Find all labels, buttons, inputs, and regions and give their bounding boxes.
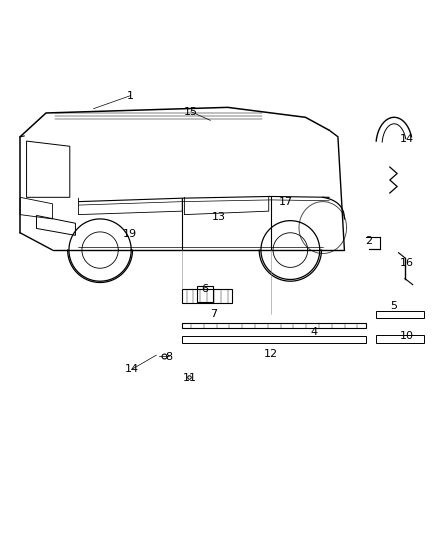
- Text: 17: 17: [279, 198, 293, 207]
- Text: 8: 8: [166, 352, 173, 362]
- Text: 14: 14: [400, 134, 414, 144]
- Text: 10: 10: [400, 330, 414, 341]
- Text: 14: 14: [124, 365, 139, 374]
- Text: 1: 1: [127, 91, 134, 101]
- Text: 7: 7: [210, 309, 217, 319]
- Text: 5: 5: [391, 301, 398, 311]
- Text: 16: 16: [400, 258, 414, 268]
- Text: 12: 12: [264, 349, 278, 359]
- Text: 11: 11: [183, 373, 197, 383]
- Bar: [197, 286, 213, 302]
- Text: 4: 4: [311, 327, 318, 337]
- Text: 2: 2: [364, 237, 372, 246]
- Text: 13: 13: [212, 212, 226, 222]
- Text: 15: 15: [184, 107, 198, 117]
- Text: 6: 6: [201, 284, 208, 294]
- Text: 19: 19: [123, 229, 138, 239]
